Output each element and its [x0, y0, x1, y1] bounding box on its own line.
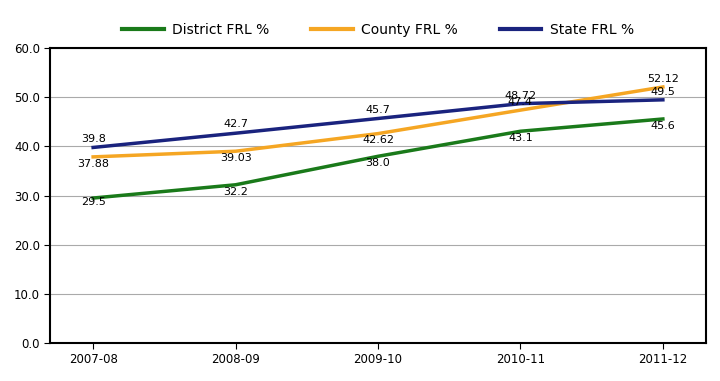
- Legend: District FRL %, County FRL %, State FRL %: District FRL %, County FRL %, State FRL …: [117, 17, 639, 42]
- Text: 39.8: 39.8: [81, 134, 106, 144]
- Text: 48.72: 48.72: [505, 91, 536, 101]
- Text: 37.88: 37.88: [77, 159, 109, 169]
- Text: 47.4: 47.4: [508, 97, 533, 107]
- Text: 52.12: 52.12: [647, 74, 679, 84]
- Text: 42.7: 42.7: [223, 119, 248, 129]
- Text: 45.7: 45.7: [366, 105, 390, 115]
- Text: 38.0: 38.0: [366, 158, 390, 168]
- Text: 42.62: 42.62: [362, 135, 394, 146]
- Text: 43.1: 43.1: [508, 133, 533, 143]
- Text: 45.6: 45.6: [650, 121, 675, 131]
- Text: 29.5: 29.5: [81, 197, 106, 207]
- Text: 39.03: 39.03: [220, 153, 251, 163]
- Text: 32.2: 32.2: [223, 187, 248, 197]
- Text: 49.5: 49.5: [650, 87, 675, 97]
